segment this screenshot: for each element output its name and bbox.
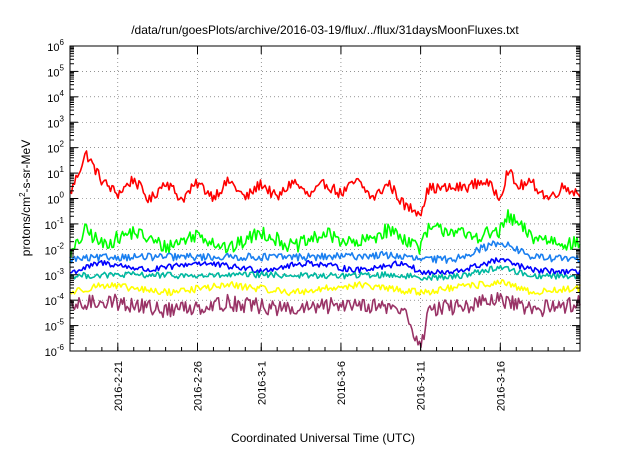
y-tick-label: 105 [47,63,64,79]
x-tick-label: 2016-3-1 [256,361,268,405]
series-line-1 [69,150,581,217]
series-line-6 [69,278,581,297]
y-tick-label: 10-3 [45,267,65,283]
y-tick-label: 106 [47,38,64,54]
series-line-4 [69,240,581,264]
y-tick-label: 103 [47,114,64,130]
series-line-2 [69,209,581,264]
x-axis-ticks: 2016-2-21 2016-2-26 2016-3-1 2016-3-6 2016-3… [69,46,581,411]
y-axis-label: protons/cm2-s-sr-MeV [18,140,33,256]
y-tick-label: 102 [47,140,64,156]
x-tick-label: 2016-2-21 [113,361,125,411]
y-tick-label: 10-5 [45,318,65,334]
chart-title: /data/run/goesPlots/archive/2016-03-19/f… [131,23,519,37]
y-tick-label: 10-4 [45,292,65,308]
x-tick-label: 2016-3-16 [495,361,507,411]
x-tick-label: 2016-2-26 [193,361,205,411]
series-line-5 [69,264,581,281]
y-tick-label: 10-2 [45,241,65,257]
y-tick-label: 10-1 [45,216,65,232]
series-group [69,150,581,348]
y-tick-label: 101 [47,165,64,181]
x-tick-label: 2016-3-11 [416,361,428,410]
y-tick-label: 104 [47,89,64,105]
y-tick-label: 100 [47,191,64,207]
series-line-3 [69,257,581,276]
y-tick-label: 10-6 [45,343,65,359]
x-axis-label: Coordinated Universal Time (UTC) [231,431,415,445]
x-tick-label: 2016-3-6 [336,361,348,405]
y-axis-ticks: 10-6 10-5 10-4 10-3 10-2 10-1 100 101 102 103 104 1… [45,38,580,359]
series-line-7 [69,291,581,348]
